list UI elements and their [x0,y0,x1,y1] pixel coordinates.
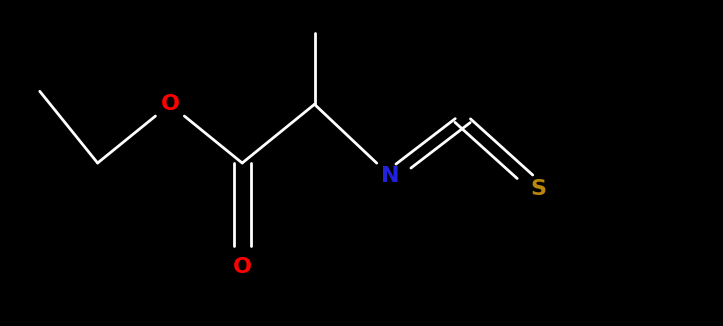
Text: O: O [233,257,252,277]
Text: O: O [161,94,179,114]
Text: N: N [381,166,400,186]
Text: S: S [531,179,547,199]
